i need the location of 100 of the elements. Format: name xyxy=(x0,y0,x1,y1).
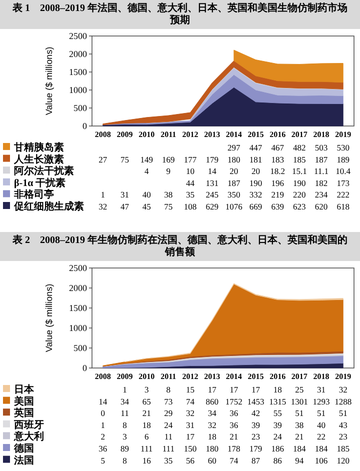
data-label: 31 xyxy=(317,384,326,394)
data-label: 3 xyxy=(122,432,127,442)
data-label: 17 xyxy=(208,384,216,394)
x-tick-label: 2017 xyxy=(291,372,308,381)
x-tick-label: 2008 xyxy=(94,372,111,381)
legend-label: 甘精胰岛素 xyxy=(13,142,64,154)
y-tick-label: 0 xyxy=(82,121,88,131)
data-label: 1315 xyxy=(269,396,286,406)
x-tick-label: 2009 xyxy=(116,372,133,381)
legend-label: 阿尔法干扰素 xyxy=(14,165,74,178)
data-label: 669 xyxy=(249,202,262,212)
data-label: 11 xyxy=(120,408,129,418)
x-tick-label: 2014 xyxy=(226,130,242,139)
data-label: 149 xyxy=(140,154,153,164)
data-label: 1293 xyxy=(312,396,330,406)
data-label: 8 xyxy=(122,455,127,466)
data-label: 21 xyxy=(230,432,238,442)
data-label: 22 xyxy=(317,432,326,442)
data-label: 5 xyxy=(100,455,106,466)
y-tick-label: 1500 xyxy=(69,67,88,77)
data-label: 65 xyxy=(142,396,151,406)
data-label: 18 xyxy=(208,432,216,442)
data-label: 14 xyxy=(98,396,108,406)
data-label: 190 xyxy=(293,178,306,188)
data-label: 350 xyxy=(228,190,240,200)
data-label: 9 xyxy=(166,166,171,176)
data-label: 39 xyxy=(273,420,282,430)
legend-label: 意大利 xyxy=(13,430,44,443)
legend-label: β-1α 干扰素 xyxy=(14,176,66,189)
data-label: 40 xyxy=(317,420,326,430)
x-tick-label: 2019 xyxy=(335,372,352,381)
data-label: 20 xyxy=(252,166,260,176)
data-label: 187 xyxy=(314,154,328,164)
y-tick-label: 1500 xyxy=(69,303,88,313)
data-label: 38 xyxy=(164,190,173,200)
data-label: 38 xyxy=(295,420,304,430)
x-tick-label: 2015 xyxy=(248,130,264,139)
data-label: 503 xyxy=(314,142,328,152)
data-label: 150 xyxy=(184,444,197,454)
legend-label: 人生长激素 xyxy=(13,153,64,166)
data-label: 1301 xyxy=(290,396,308,406)
data-label: 860 xyxy=(206,396,218,406)
data-label: 25 xyxy=(295,384,304,394)
data-label: 180 xyxy=(206,444,218,454)
data-label: 1453 xyxy=(247,396,264,406)
data-label: 18 xyxy=(273,384,282,394)
x-tick-label: 2018 xyxy=(313,372,330,381)
x-tick-label: 2010 xyxy=(138,372,155,381)
data-label: 618 xyxy=(336,202,350,212)
data-label: 8 xyxy=(122,420,127,430)
data-label: 482 xyxy=(293,142,306,152)
data-label: 11 xyxy=(164,432,173,442)
data-label: 10.4 xyxy=(336,166,352,176)
data-label: 31 xyxy=(186,420,194,430)
data-label: 87 xyxy=(252,455,260,466)
data-label: 4 xyxy=(144,166,150,176)
data-label: 44 xyxy=(186,178,196,188)
data-label: 245 xyxy=(206,190,218,200)
data-label: 11.1 xyxy=(314,166,329,176)
x-tick-label: 2016 xyxy=(270,372,286,381)
data-label: 620 xyxy=(314,202,328,212)
legend-label: 日本 xyxy=(14,384,35,396)
data-label: 0 xyxy=(100,408,106,418)
data-label: 86 xyxy=(273,455,282,466)
data-label: 43 xyxy=(338,420,348,430)
data-label: 15 xyxy=(186,384,194,394)
data-label: 234 xyxy=(314,190,328,200)
x-tick-label: 2008 xyxy=(94,130,111,139)
data-label: 39 xyxy=(252,420,260,430)
data-label: 73 xyxy=(164,396,173,406)
data-label: 467 xyxy=(271,142,284,152)
y-axis-title: Value ($ millions) xyxy=(44,46,54,116)
x-tick-label: 2009 xyxy=(116,130,133,139)
data-label: 1752 xyxy=(225,396,242,406)
data-label: 75 xyxy=(164,202,173,212)
data-label: 190 xyxy=(249,178,262,188)
x-tick-label: 2010 xyxy=(138,130,155,139)
data-label: 179 xyxy=(249,444,262,454)
data-label: 169 xyxy=(162,154,175,164)
y-tick-label: 500 xyxy=(74,103,88,113)
data-label: 14 xyxy=(208,166,218,176)
data-label: 36 xyxy=(230,408,238,418)
legend-label: 法国 xyxy=(13,454,34,466)
data-label: 111 xyxy=(140,444,153,454)
data-label: 183 xyxy=(271,154,284,164)
data-label: 2 xyxy=(100,432,106,442)
data-label: 74 xyxy=(230,455,239,466)
data-label: 3 xyxy=(144,384,149,394)
data-label: 187 xyxy=(228,178,240,188)
x-tick-label: 2013 xyxy=(204,372,220,381)
y-tick-label: 0 xyxy=(82,363,88,373)
data-label: 184 xyxy=(293,444,307,454)
x-tick-label: 2011 xyxy=(160,372,176,381)
data-label: 31 xyxy=(120,190,129,200)
data-label: 20 xyxy=(230,166,238,176)
data-label: 120 xyxy=(336,455,350,466)
data-label: 89 xyxy=(120,444,129,454)
data-label: 623 xyxy=(293,202,306,212)
data-label: 180 xyxy=(228,154,240,164)
data-label: 220 xyxy=(293,190,306,200)
